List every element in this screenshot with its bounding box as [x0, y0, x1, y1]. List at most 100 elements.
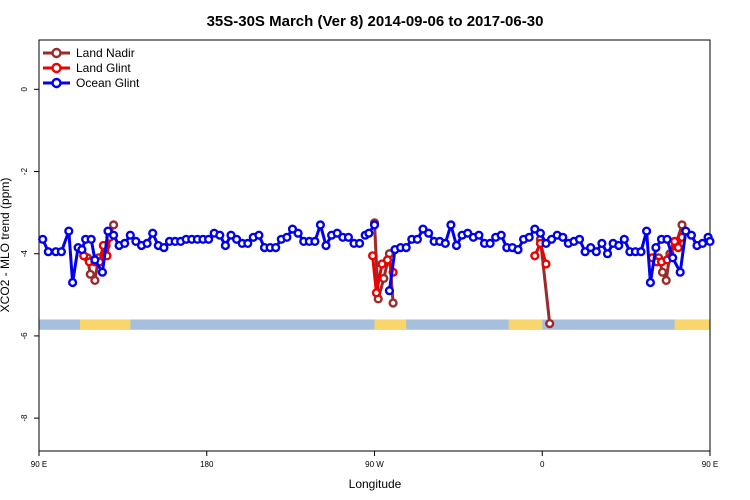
y-tick-label-1: -2	[20, 167, 29, 175]
series-2-point-0-51	[321, 240, 331, 251]
series-2-point-0-33	[220, 240, 231, 251]
series-2-point-2-25	[524, 232, 534, 242]
series-1-point-1-3	[382, 255, 393, 265]
legend-marker-1	[51, 62, 62, 74]
series-2-point-0-32	[215, 230, 225, 240]
surface-band	[39, 319, 710, 330]
series-2-point-2-46	[641, 226, 652, 236]
series-2-point-2-12	[451, 240, 462, 251]
x-tick-label-3: 0	[540, 460, 545, 469]
series-1-point-3-4	[669, 236, 680, 247]
series-2-point-2-45	[636, 247, 646, 257]
series-2-point-0-10	[90, 255, 100, 265]
series-2-point-0-30	[204, 234, 214, 244]
series-2-point-0-11	[97, 267, 108, 277]
series-2-point-2-5	[412, 234, 423, 244]
series-2-point-0-49	[310, 236, 320, 247]
series-2-point-0-22	[159, 243, 169, 253]
series-2-point-0-42	[271, 243, 281, 253]
series-2-point-2-56	[697, 238, 708, 249]
series-0-point-1-2	[379, 273, 389, 284]
legend-label-1: Land Glint	[76, 61, 131, 75]
land-band-3	[674, 319, 710, 330]
series-0-point-0-5	[108, 220, 119, 230]
series-0-point-3-1	[657, 267, 668, 277]
series-2-point-0-20	[148, 228, 158, 238]
series-1-point-3-5	[673, 243, 683, 253]
y-tick-label-0: 0	[20, 87, 29, 92]
legend-marker-0	[51, 47, 62, 59]
series-1-point-1-0	[368, 251, 378, 261]
series-2-point-0-4	[64, 226, 74, 236]
series-0-point-2-1	[545, 319, 555, 329]
land-band-1	[374, 319, 407, 330]
series-2-point-2-3	[401, 243, 411, 253]
series-0-point-3-5	[677, 220, 687, 230]
series-2-point-0-0	[38, 234, 48, 244]
legend-marker-2	[51, 77, 62, 89]
x-tick-label-0: 90 E	[31, 460, 47, 469]
series-0-point-0-1	[85, 269, 95, 279]
y-tick-label-4: -8	[20, 414, 29, 422]
series-1-point-2-2	[541, 259, 551, 269]
series-2-point-2-37	[591, 247, 601, 257]
series-2-point-0-13	[108, 230, 119, 240]
legend-label-2: Ocean Glint	[76, 76, 140, 90]
series-2-point-2-39	[602, 249, 613, 259]
series-2-point-2-23	[513, 245, 523, 255]
series-2-point-2-7	[424, 228, 434, 238]
series-2-point-2-52	[675, 267, 685, 277]
series-2-point-0-5	[67, 277, 78, 288]
series-2-point-0-37	[243, 238, 253, 249]
series-2-point-0-1	[43, 247, 53, 257]
series-1-point-2-0	[530, 251, 540, 261]
series-2-point-2-20	[496, 230, 506, 240]
series-2-point-2-16	[474, 230, 484, 240]
x-axis: 90 E 180 90 W 0 90 E	[31, 451, 718, 469]
y-axis-label: XCO2 - MLO trend (ppm)	[0, 178, 12, 313]
series-2-point-1-2	[369, 220, 380, 230]
series-2-point-0-19	[142, 238, 152, 249]
series-2-point-0-55	[343, 232, 354, 242]
series-2-point-0-16	[125, 230, 135, 240]
series-2-point-0-3	[56, 247, 67, 257]
series-2-point-1-1	[364, 228, 374, 238]
x-axis-label: Longitude	[349, 477, 402, 491]
series-2-point-0-44	[282, 232, 292, 242]
series-2-point-2-0	[384, 286, 395, 296]
series-2-point-2-54	[686, 230, 697, 240]
series-2	[38, 220, 715, 296]
y-tick-label-2: -4	[20, 250, 29, 258]
y-axis: 0 -2 -4 -6 -8	[20, 87, 39, 422]
chart-title: 35S-30S March (Ver 8) 2014-09-06 to 2017…	[207, 13, 544, 30]
series-1-point-1-1	[371, 288, 382, 298]
series-2-point-0-39	[254, 230, 264, 240]
series-2-point-0-15	[120, 238, 130, 249]
series-2-point-2-41	[614, 240, 624, 251]
series-2-point-2-50	[662, 234, 672, 244]
series-2-point-2-10	[440, 238, 450, 249]
series-2-point-2-51	[668, 253, 678, 263]
series-2-point-0-57	[355, 238, 365, 249]
legend-label-0: Land Nadir	[76, 46, 135, 60]
series-2-point-2-34	[574, 234, 585, 244]
series-0-point-1-4	[388, 298, 398, 308]
series-2-point-2-48	[651, 243, 661, 253]
series-2-point-2-18	[485, 238, 495, 249]
series-2-point-2-47	[645, 277, 656, 288]
x-tick-label-2: 90 W	[365, 460, 384, 469]
x-tick-label-4: 90 E	[702, 460, 718, 469]
series-2-point-2-11	[446, 220, 456, 230]
series-2-point-0-46	[293, 228, 303, 238]
series-0-point-3-2	[661, 275, 671, 286]
x-tick-label-1: 180	[200, 460, 214, 469]
land-band-0	[80, 319, 131, 330]
series-2-point-0-50	[315, 220, 326, 230]
series-2-point-0-7	[77, 245, 87, 255]
series-2-point-0-9	[86, 234, 96, 244]
series-2-point-2-31	[558, 232, 568, 242]
series-2-point-2-38	[597, 238, 607, 249]
land-band-2	[508, 319, 543, 330]
